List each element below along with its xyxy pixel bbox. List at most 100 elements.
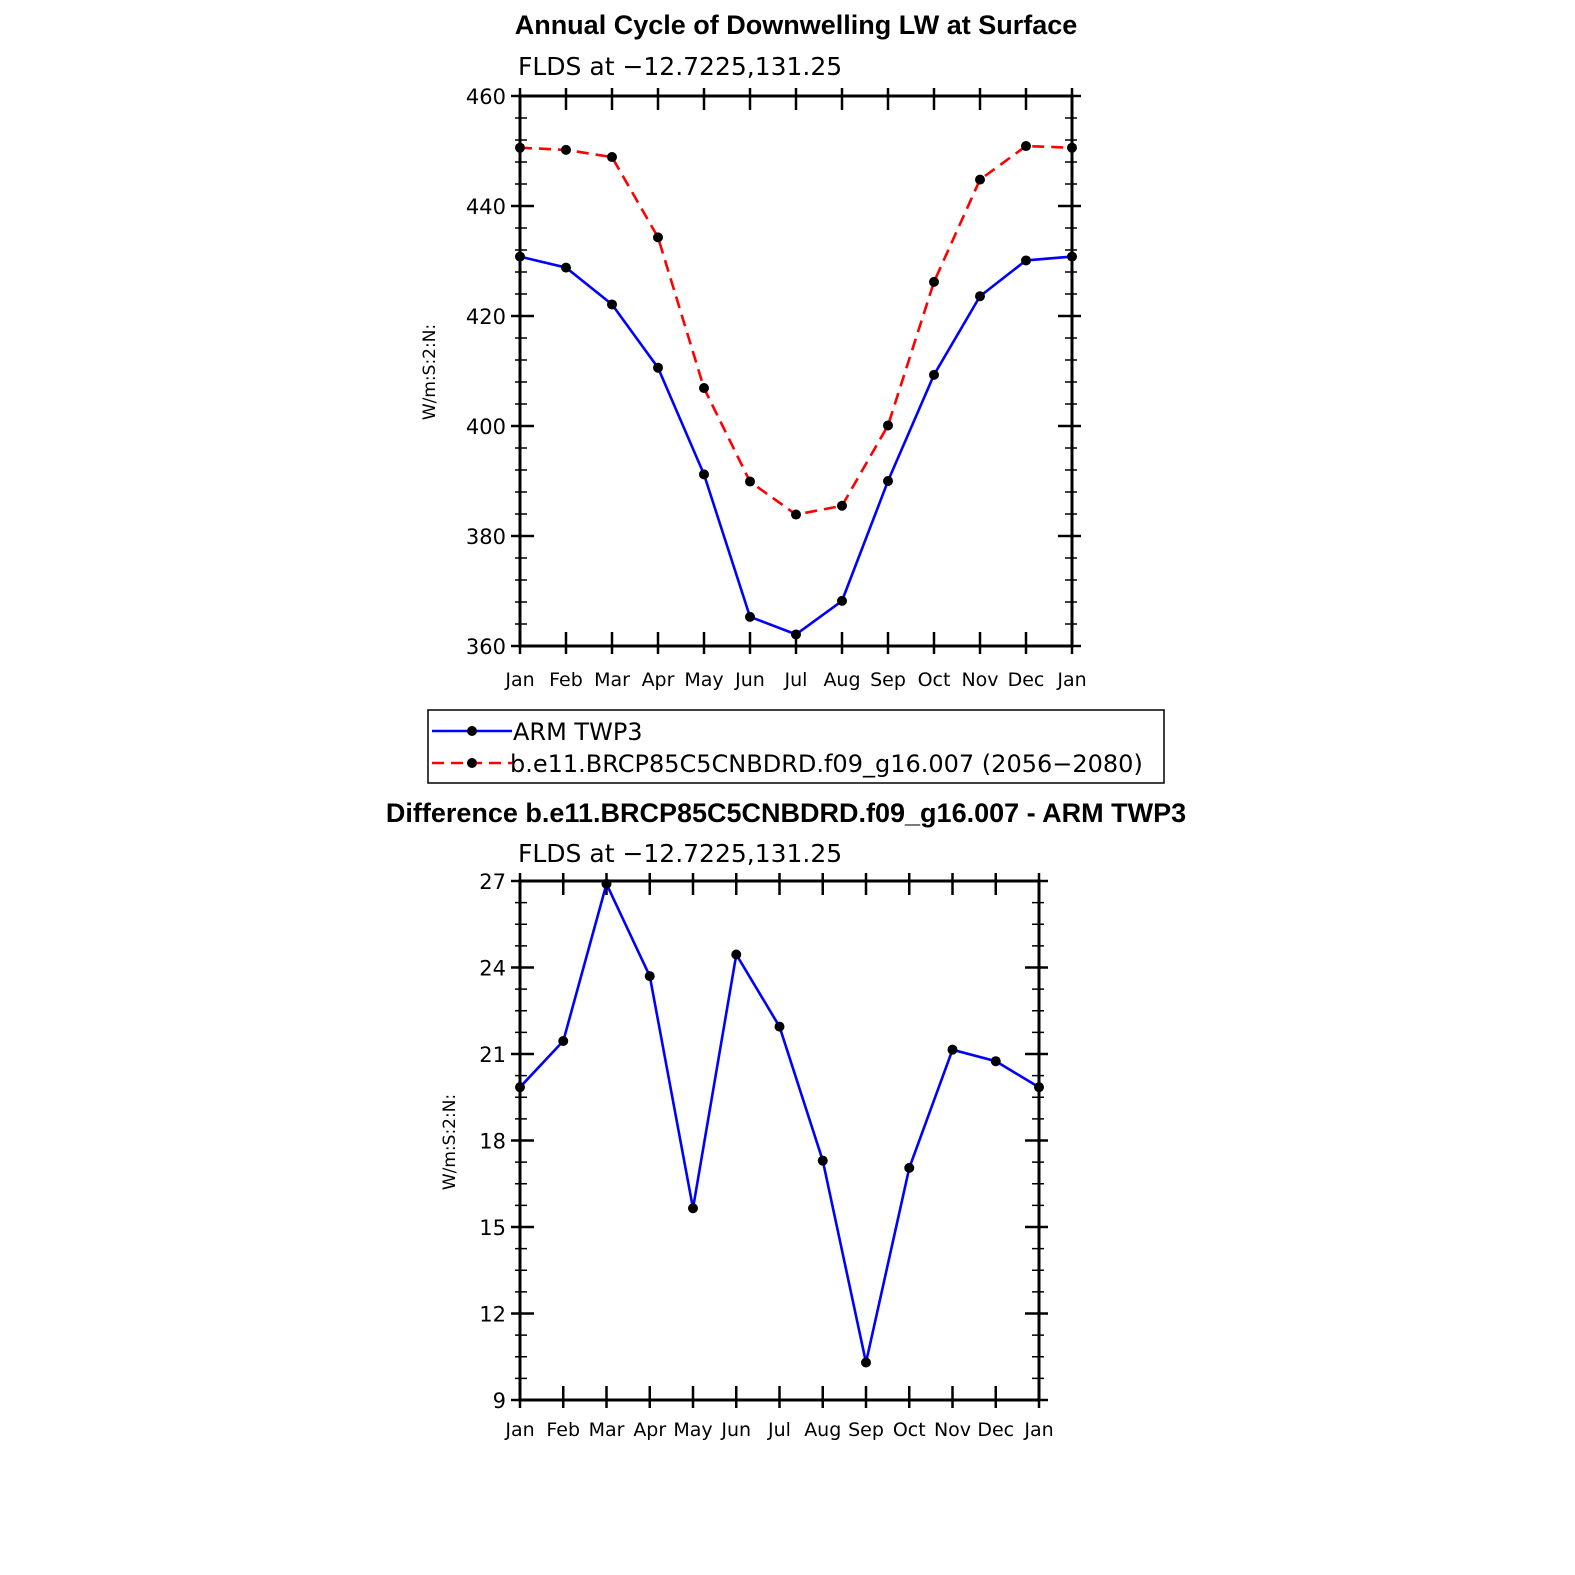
data-point — [653, 232, 663, 243]
plot-frame — [518, 94, 1074, 648]
data-point — [607, 299, 617, 310]
x-tick-label: Dec — [977, 1419, 1014, 1441]
data-point — [929, 369, 939, 380]
data-point — [644, 971, 655, 982]
y-tick-label: 420 — [466, 305, 506, 329]
data-point — [975, 174, 985, 185]
legend-label-model: b.e11.BRCP85C5CNBDRD.f09_g16.007 (2056−2… — [510, 750, 1143, 778]
legend-marker-arm — [467, 726, 477, 736]
series-lines — [519, 144, 1073, 636]
data-point — [883, 476, 893, 486]
y-axis-label: W/m:S:2:N: — [420, 324, 440, 420]
legend-label-arm: ARM TWP3 — [513, 718, 643, 746]
data-point — [929, 276, 939, 287]
x-tick-label: Sep — [848, 1419, 884, 1441]
legend-box — [427, 709, 1165, 784]
y-tick-label: 21 — [479, 1043, 506, 1067]
data-point — [1034, 1082, 1044, 1093]
chart-difference: Difference b.e11.BRCP85C5CNBDRD.f09_g16.… — [386, 798, 1186, 1441]
series-line-0 — [519, 255, 1073, 636]
data-point — [791, 509, 801, 520]
y-tick-label: 9 — [493, 1389, 506, 1413]
data-point — [837, 595, 847, 606]
y-tick-label: 12 — [479, 1303, 506, 1327]
data-point — [745, 476, 755, 487]
x-tick-label: Nov — [934, 1419, 971, 1441]
data-point — [883, 420, 893, 431]
data-point — [990, 1056, 1001, 1067]
chart-subtitle: FLDS at −12.7225,131.25 — [518, 839, 842, 868]
axis-ticks: Jan Feb Mar Apr May Jun Jul Aug Sep Oct Nov Dec Jan 3… — [466, 85, 1087, 691]
x-tick-label: Jun — [720, 1419, 751, 1441]
series-line-1 — [519, 144, 1073, 516]
data-point — [561, 144, 571, 155]
data-point — [1067, 251, 1077, 262]
data-point — [561, 262, 571, 273]
data-point — [774, 1021, 785, 1032]
chart-annual-cycle: Annual Cycle of Downwelling LW at Surfac… — [420, 10, 1165, 784]
data-point — [515, 142, 525, 153]
x-tick-label: Apr — [633, 1419, 666, 1441]
data-point — [515, 1082, 525, 1093]
x-tick-label: Nov — [961, 669, 998, 691]
x-tick-label: Jan — [1056, 669, 1086, 691]
plot-frame — [518, 879, 1041, 1402]
x-tick-label: Jan — [504, 669, 534, 691]
x-tick-label: May — [684, 669, 723, 691]
y-axis-label: W/m:S:2:N: — [440, 1094, 460, 1190]
y-tick-label: 360 — [466, 635, 506, 659]
data-point — [947, 1044, 958, 1055]
data-point — [688, 1203, 698, 1214]
x-tick-label: Jul — [767, 1419, 791, 1441]
x-tick-label: Aug — [804, 1419, 841, 1441]
x-tick-label: Jan — [1023, 1419, 1053, 1441]
x-tick-label: Dec — [1008, 669, 1045, 691]
x-tick-label: May — [673, 1419, 712, 1441]
series-markers — [515, 141, 1077, 640]
data-point — [975, 291, 985, 302]
x-tick-label: Mar — [589, 1419, 625, 1441]
data-point — [745, 611, 755, 622]
data-point — [653, 362, 663, 373]
x-tick-label: Jun — [734, 669, 765, 691]
data-point — [515, 251, 525, 262]
data-point — [904, 1162, 915, 1173]
data-point — [601, 878, 612, 889]
y-tick-label: 380 — [466, 525, 506, 549]
series-lines — [519, 880, 1040, 1363]
data-point — [817, 1155, 828, 1166]
data-point — [791, 629, 801, 640]
data-point — [699, 383, 709, 394]
y-tick-label: 460 — [466, 85, 506, 109]
data-point — [1021, 255, 1031, 266]
x-tick-label: Sep — [870, 669, 906, 691]
x-tick-label: Jan — [504, 1419, 534, 1441]
axis-ticks: Jan Feb Mar Apr May Jun Jul Aug Sep Oct Nov Dec Jan 9… — [479, 870, 1053, 1441]
x-tick-label: Feb — [546, 1419, 580, 1441]
x-tick-label: Oct — [893, 1419, 926, 1441]
chart-title: Difference b.e11.BRCP85C5CNBDRD.f09_g16.… — [386, 798, 1186, 828]
y-tick-label: 27 — [479, 870, 506, 894]
data-point — [861, 1357, 871, 1368]
data-point — [607, 152, 617, 163]
data-point — [699, 469, 709, 480]
x-tick-label: Apr — [642, 669, 675, 691]
y-tick-label: 400 — [466, 415, 506, 439]
x-tick-label: Feb — [549, 669, 583, 691]
x-tick-label: Mar — [594, 669, 630, 691]
legend-marker-model — [467, 758, 477, 768]
x-tick-label: Oct — [918, 669, 951, 691]
series-line-0 — [519, 880, 1040, 1363]
y-tick-label: 24 — [479, 957, 506, 981]
chart-title: Annual Cycle of Downwelling LW at Surfac… — [515, 10, 1078, 40]
data-point — [1021, 141, 1031, 152]
series-markers — [515, 878, 1044, 1368]
legend: ARM TWP3 b.e11.BRCP85C5CNBDRD.f09_g16.00… — [427, 709, 1165, 784]
y-tick-label: 18 — [479, 1130, 506, 1154]
x-tick-label: Jul — [784, 669, 808, 691]
data-point — [837, 500, 847, 511]
data-point — [558, 1036, 569, 1047]
chart-subtitle: FLDS at −12.7225,131.25 — [518, 52, 842, 81]
data-point — [1067, 142, 1077, 153]
